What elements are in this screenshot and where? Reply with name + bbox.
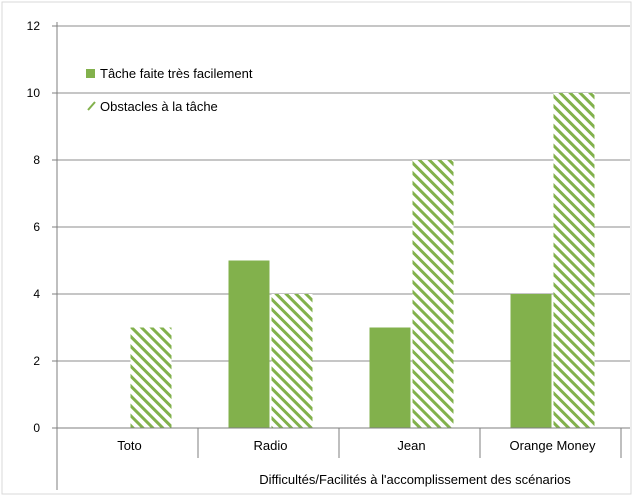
bar-tache-facile-radio	[228, 260, 270, 428]
y-tick-label: 4	[33, 287, 40, 301]
y-axis-ticks: 0 2 4 6 8 10 12	[27, 19, 57, 435]
bars	[130, 93, 595, 428]
legend: Tâche faite très facilement Obstacles à …	[86, 66, 253, 114]
bar-obstacles-orange-money	[553, 93, 595, 428]
y-tick-label: 8	[33, 153, 40, 167]
legend-swatch-hatch	[87, 101, 96, 111]
bar-tache-facile-jean	[369, 327, 411, 428]
bar-obstacles-toto	[130, 327, 172, 428]
x-axis-categories: Toto Radio Jean Orange Money	[117, 428, 622, 458]
y-tick-label: 2	[33, 354, 40, 368]
legend-label-obstacles: Obstacles à la tâche	[100, 99, 218, 114]
legend-swatch-solid	[86, 69, 95, 78]
legend-label-tache-facile: Tâche faite très facilement	[100, 66, 253, 81]
y-tick-label: 6	[33, 220, 40, 234]
x-category-label: Orange Money	[510, 438, 596, 453]
bar-obstacles-jean	[412, 160, 454, 428]
bar-tache-facile-orange-money	[510, 294, 552, 428]
x-axis-label: Difficultés/Facilités à l'accomplissemen…	[259, 472, 571, 487]
x-category-label: Jean	[397, 438, 425, 453]
x-category-label: Radio	[254, 438, 288, 453]
y-tick-label: 12	[27, 19, 41, 33]
y-tick-label: 0	[33, 421, 40, 435]
x-category-label: Toto	[117, 438, 142, 453]
y-tick-label: 10	[27, 86, 41, 100]
bar-obstacles-radio	[271, 294, 313, 428]
